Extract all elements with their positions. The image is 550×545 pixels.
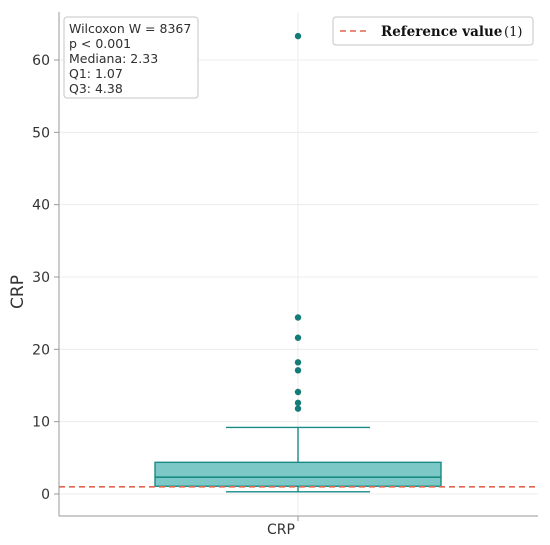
y-ticks: 0 10 20 30 40 50 60 <box>32 53 59 503</box>
y-tick-label: 30 <box>32 270 50 286</box>
outlier-point <box>294 399 302 407</box>
legend-reference-label: Reference value <box>381 24 502 40</box>
outlier-point <box>294 405 302 412</box>
y-axis-title: CRP <box>8 275 28 309</box>
y-tick-label: 10 <box>32 415 50 431</box>
stats-line-q3: Q3: 4.38 <box>69 81 123 96</box>
y-tick-label: 20 <box>32 342 50 358</box>
legend-reference-count: (1) <box>504 25 522 40</box>
stats-line-q1: Q1: 1.07 <box>69 66 123 81</box>
stats-line-wilcoxon: Wilcoxon W = 8367 <box>69 21 191 36</box>
stats-line-pvalue: p < 0.001 <box>69 36 131 51</box>
y-tick-label: 0 <box>41 487 50 503</box>
outlier-point <box>294 314 302 321</box>
x-tick-label: CRP <box>267 522 295 538</box>
outlier-point <box>294 388 302 396</box>
y-tick-label: 40 <box>32 198 50 214</box>
outlier-point <box>294 367 302 374</box>
y-tick-label: 50 <box>32 125 50 141</box>
iqr-box <box>154 461 442 487</box>
stats-box: Wilcoxon W = 8367 p < 0.001 Mediana: 2.3… <box>63 16 199 99</box>
stats-line-median: Mediana: 2.33 <box>69 51 158 66</box>
outlier-point <box>294 359 302 366</box>
legend: Reference value (1) <box>332 16 534 46</box>
box-plot <box>154 426 442 493</box>
y-tick-label: 60 <box>32 53 50 69</box>
outlier-point <box>294 334 302 341</box>
legend-frame <box>332 16 534 46</box>
stats-box-frame <box>63 16 199 99</box>
outlier-points <box>294 32 302 412</box>
outlier-point <box>294 32 302 40</box>
